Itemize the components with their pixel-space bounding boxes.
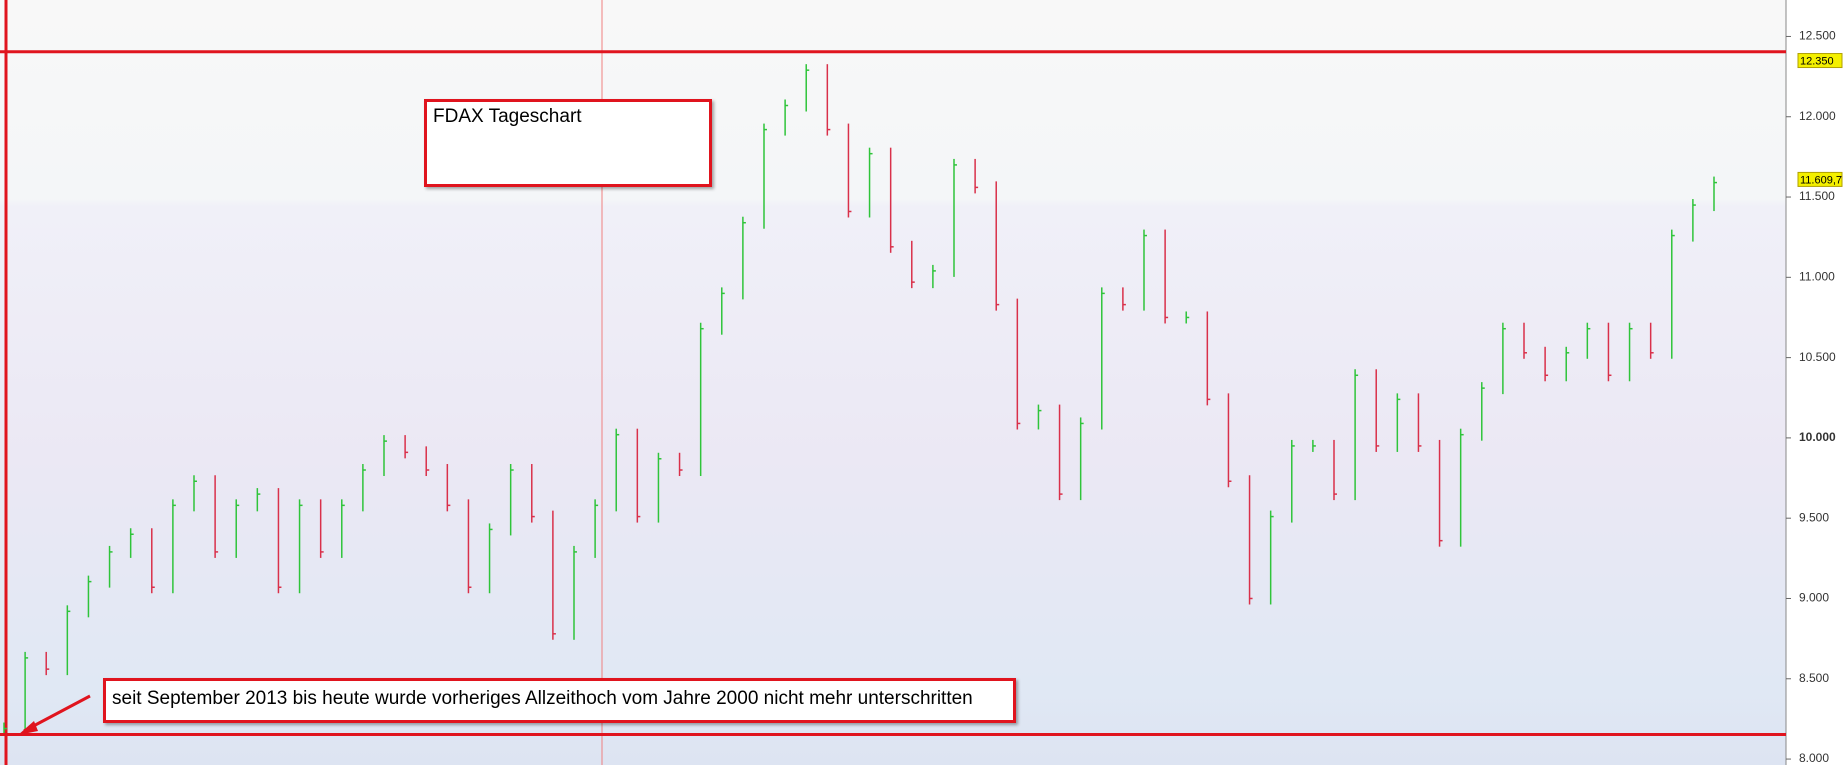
annotation: FDAX Tageschart (433, 106, 582, 127)
annotation: seit September 2013 bis heute wurde vorh… (112, 688, 973, 709)
plot-background (0, 0, 1786, 765)
arrow-head (18, 721, 38, 735)
price-label-bg (1797, 171, 1843, 187)
y-tick-label: 12.500 (1799, 29, 1836, 43)
y-tick-label: 11.500 (1799, 189, 1835, 203)
y-tick-label: 8.500 (1799, 671, 1829, 685)
y-tick-label: 10.500 (1799, 350, 1836, 364)
note-box: seit September 2013 bis heute wurde vorh… (103, 678, 1016, 723)
y-tick-label: 10.000 (1799, 430, 1836, 444)
price-label: 12.350 (1800, 55, 1834, 67)
y-tick-label: 9.500 (1799, 510, 1829, 524)
y-tick-label: 12.000 (1799, 109, 1836, 123)
y-tick-label: 11.000 (1799, 269, 1835, 283)
price-label-bg (1797, 53, 1843, 69)
axis-panel (1786, 0, 1843, 765)
price-label: 11.609,7 (1800, 174, 1842, 186)
y-tick-label: 8.000 (1799, 751, 1829, 765)
y-tick-label: 9.000 (1799, 591, 1829, 605)
title-box: FDAX Tageschart (424, 99, 712, 187)
